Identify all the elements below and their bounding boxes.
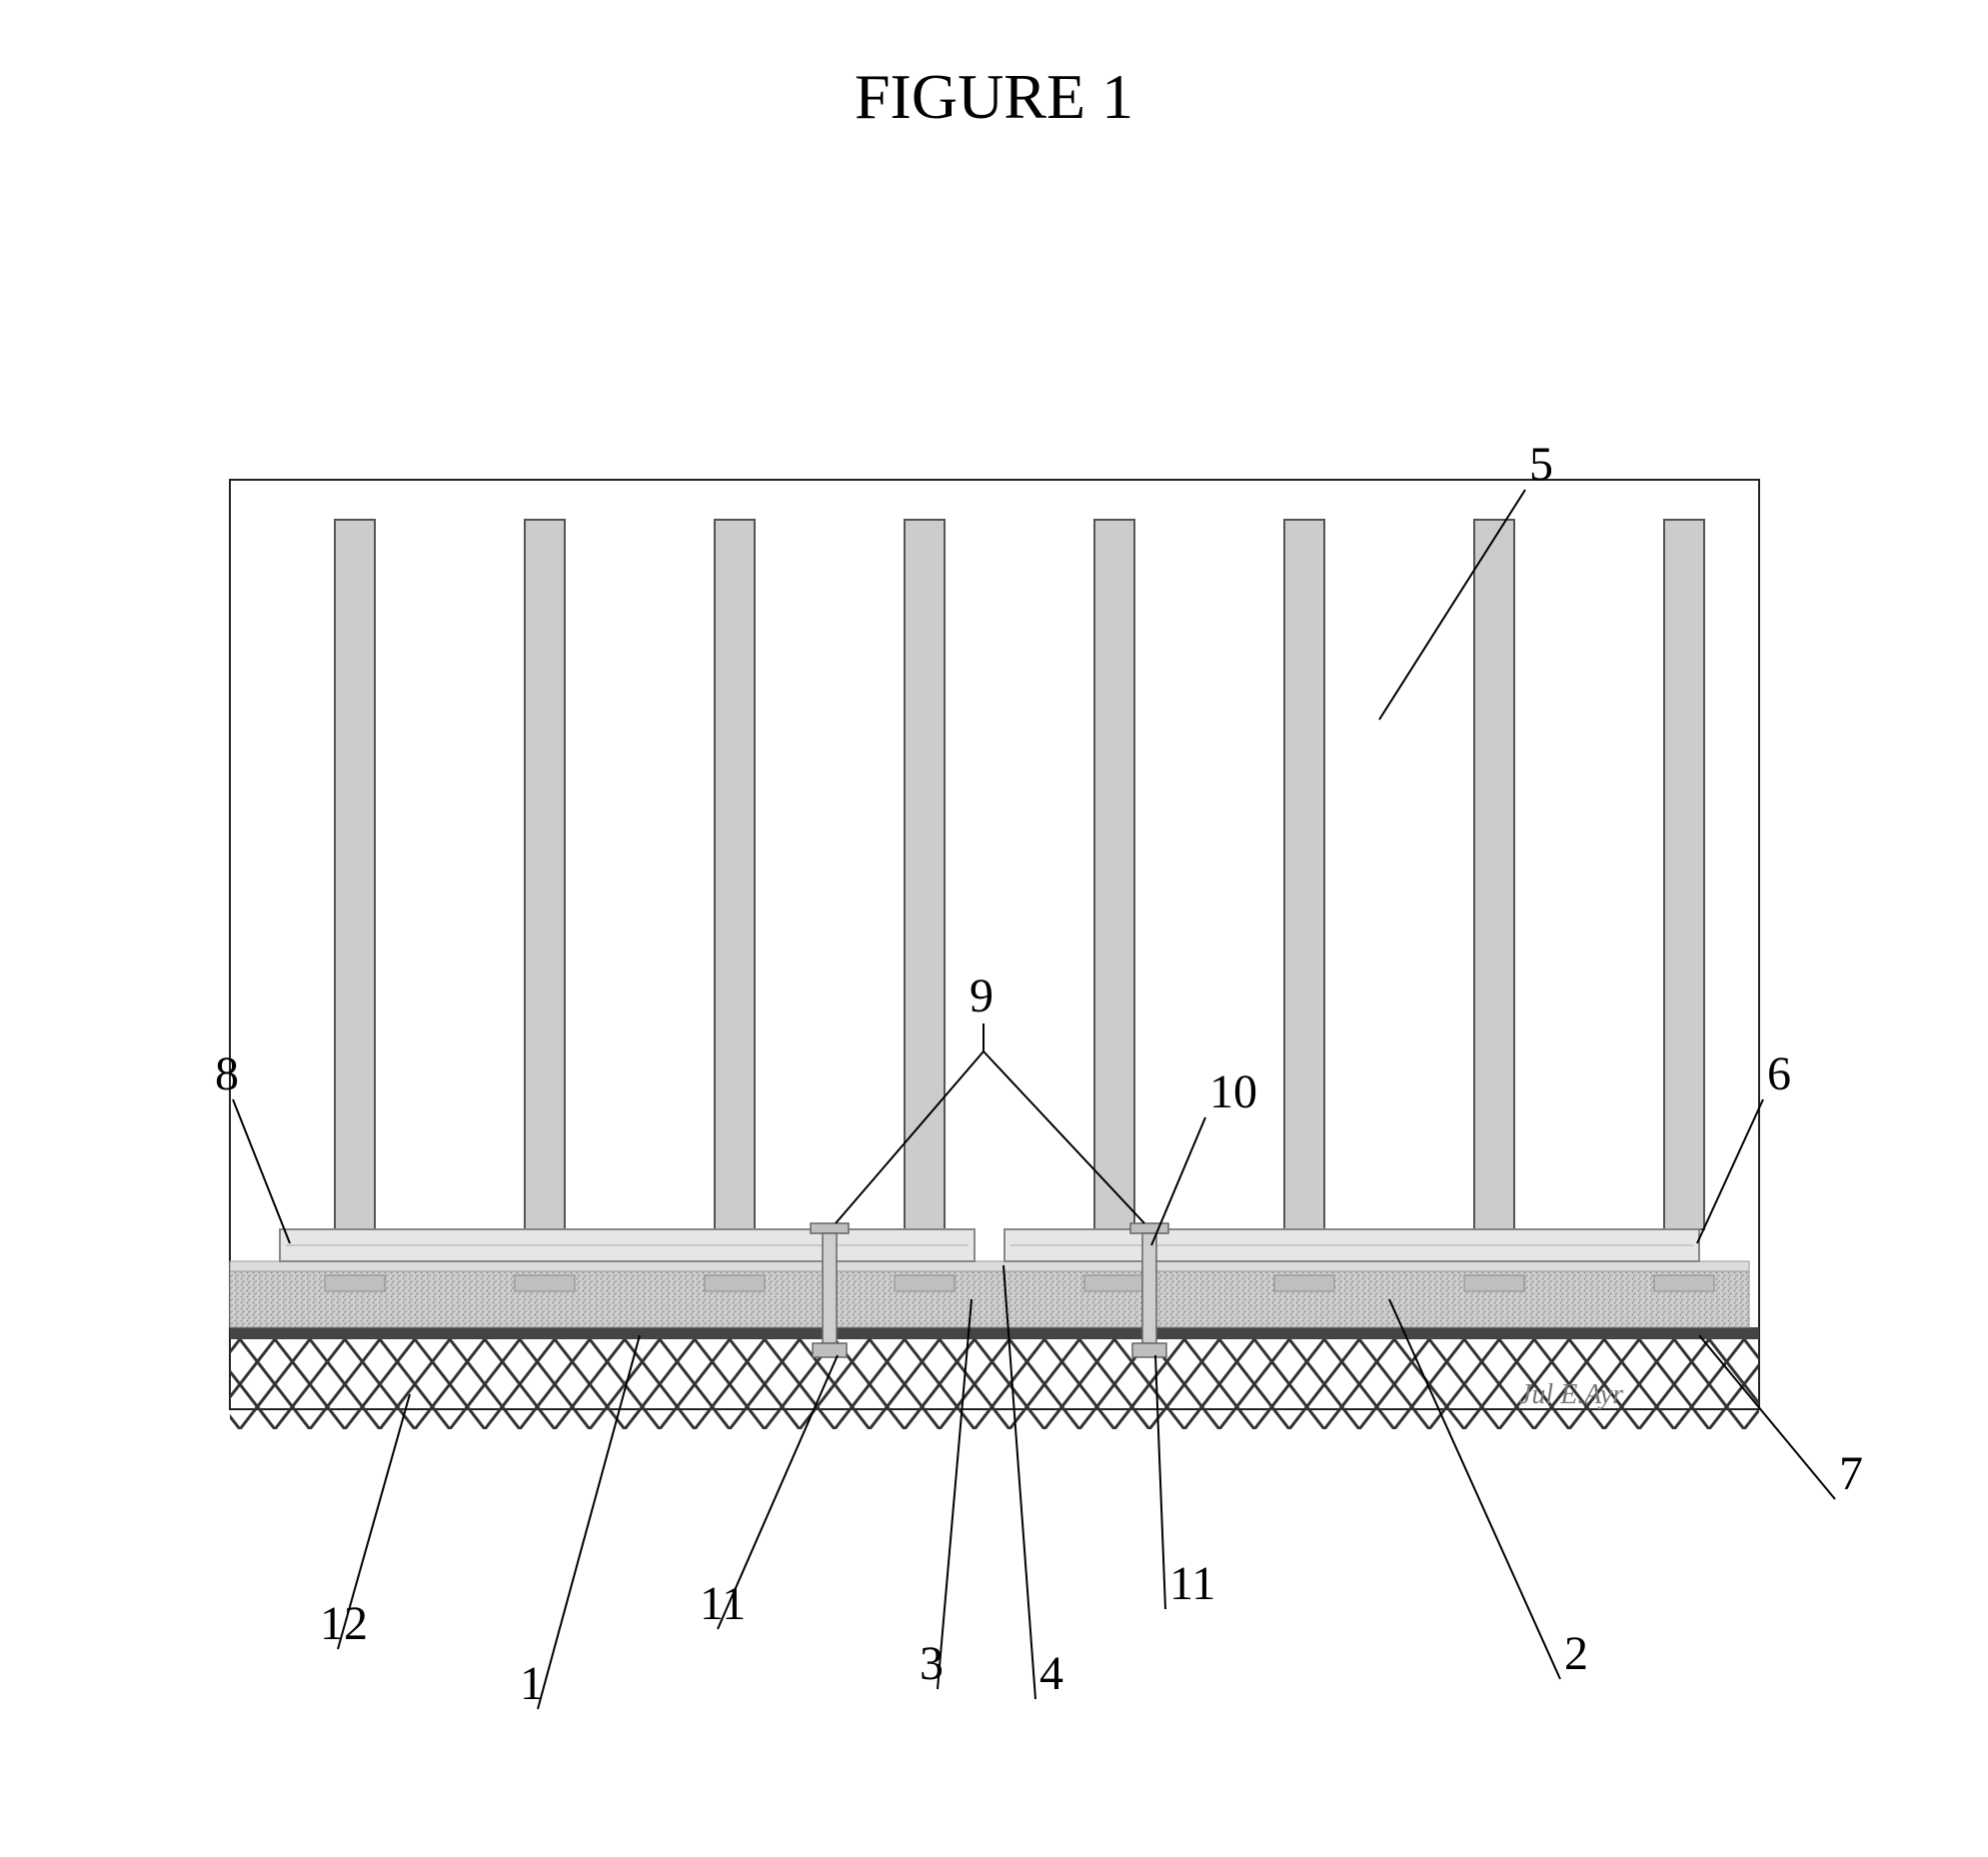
diagram-svg: 59861071211111342 — [0, 0, 1988, 1857]
svg-text:6: 6 — [1767, 1047, 1791, 1100]
svg-text:7: 7 — [1839, 1447, 1863, 1500]
svg-text:8: 8 — [215, 1047, 239, 1100]
label-2: 2 — [1389, 1299, 1588, 1680]
svg-text:10: 10 — [1209, 1065, 1257, 1118]
svg-text:9: 9 — [970, 969, 994, 1022]
svg-text:2: 2 — [1564, 1627, 1588, 1680]
label-11: 11 — [1155, 1355, 1215, 1610]
svg-text:3: 3 — [920, 1637, 944, 1690]
label-12: 12 — [320, 1394, 410, 1650]
svg-text:11: 11 — [1169, 1557, 1215, 1610]
svg-text:4: 4 — [1039, 1647, 1063, 1700]
label-8: 8 — [215, 1047, 290, 1243]
page: FIGURE 1 59861071211111342 Jul E.Ayr — [0, 0, 1988, 1857]
label-1: 1 — [520, 1335, 640, 1710]
label-6: 6 — [1697, 1047, 1791, 1243]
svg-text:1: 1 — [520, 1657, 544, 1710]
svg-text:11: 11 — [700, 1577, 746, 1630]
posts — [325, 520, 1714, 1291]
svg-text:5: 5 — [1529, 438, 1553, 491]
label-10: 10 — [1151, 1065, 1257, 1245]
signature: Jul E.Ayr — [1519, 1379, 1623, 1411]
svg-text:12: 12 — [320, 1597, 368, 1650]
label-3: 3 — [920, 1299, 972, 1690]
